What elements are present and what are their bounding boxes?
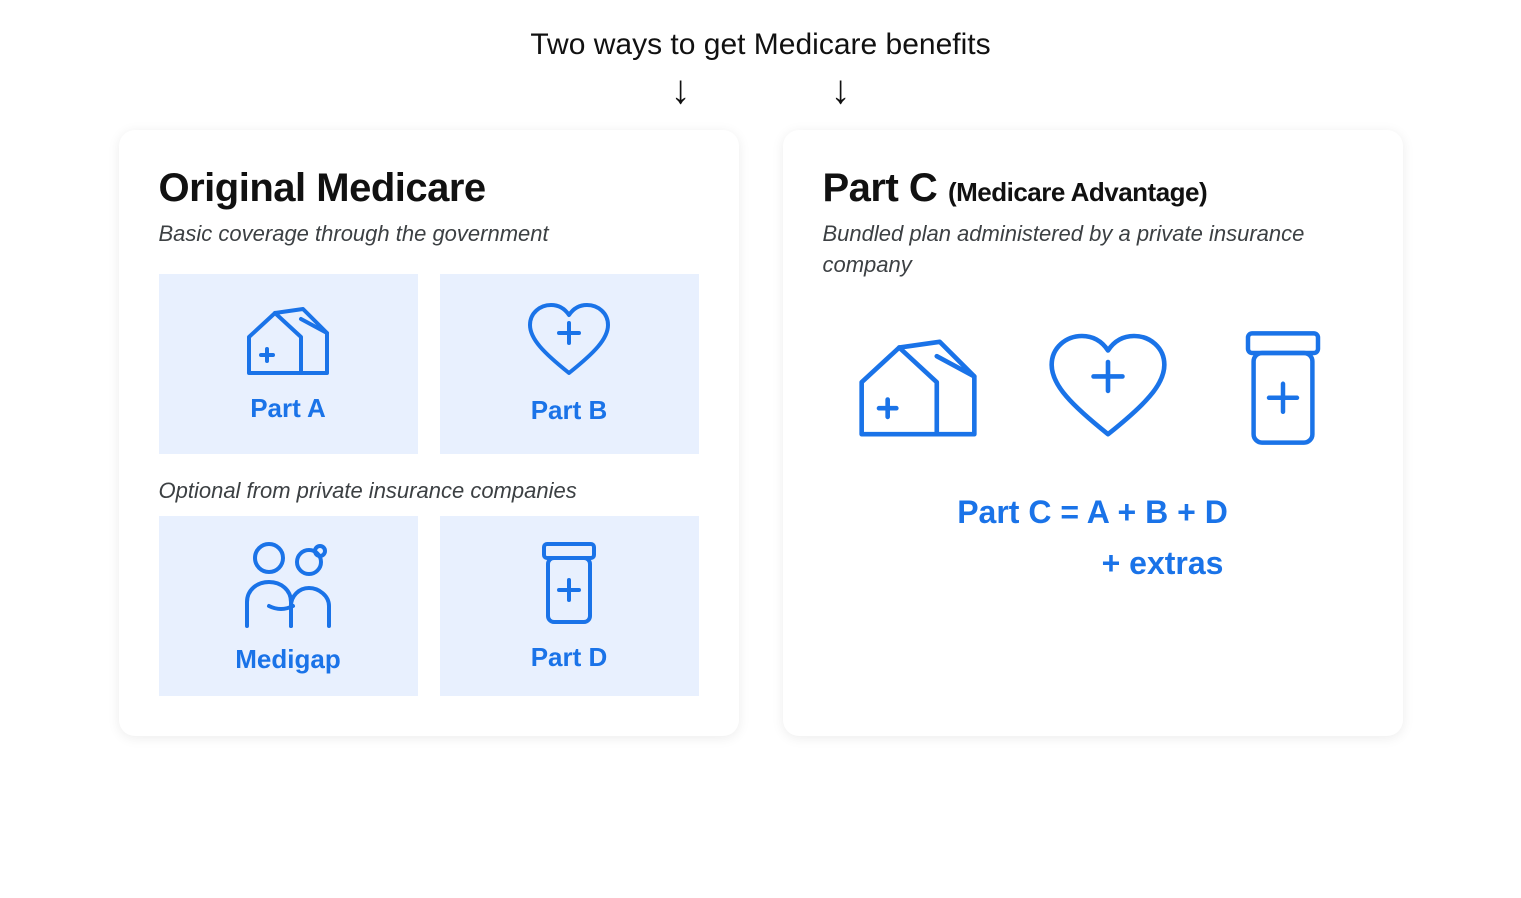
card-original-medicare: Original Medicare Basic coverage through… [119,130,739,736]
down-arrow-icon: ↓ [671,70,691,110]
hospital-house-icon [243,303,333,379]
tile-part-d: Part D [440,516,699,696]
tile-label: Part D [531,642,608,673]
page-title: Two ways to get Medicare benefits [60,28,1461,62]
down-arrow-icon: ↓ [831,70,851,110]
tile-grid-top: Part A Part B [159,274,699,454]
card-title: Original Medicare [159,166,699,211]
heart-plus-icon [524,301,614,381]
tile-label: Part A [250,393,326,424]
arrow-row: ↓ ↓ [60,70,1461,110]
card-title: Part C (Medicare Advantage) [823,166,1363,211]
heart-plus-icon [1043,330,1173,446]
card-title-sub: (Medicare Advantage) [948,177,1207,207]
cards-row: Original Medicare Basic coverage through… [60,130,1461,736]
card-title-main: Part C [823,166,938,210]
formula-line-2: + extras [823,538,1363,589]
pill-bottle-icon [1233,325,1333,451]
tile-part-b: Part B [440,274,699,454]
section-note: Optional from private insurance companie… [159,478,699,504]
hospital-house-icon [853,333,983,443]
infographic-root: Two ways to get Medicare benefits ↓ ↓ Or… [0,0,1521,898]
tile-label: Part B [531,395,608,426]
tile-label: Medigap [235,644,340,675]
card-subtitle: Basic coverage through the government [159,219,699,250]
tile-medigap: Medigap [159,516,418,696]
formula-line-1: Part C = A + B + D [823,487,1363,538]
formula: Part C = A + B + D + extras [823,487,1363,589]
pill-bottle-icon [534,538,604,628]
card-subtitle: Bundled plan administered by a private i… [823,219,1363,281]
card-part-c: Part C (Medicare Advantage) Bundled plan… [783,130,1403,736]
icon-row [823,325,1363,451]
tile-part-a: Part A [159,274,418,454]
people-couple-icon [233,536,343,630]
tile-grid-bottom: Medigap Part D [159,516,699,696]
